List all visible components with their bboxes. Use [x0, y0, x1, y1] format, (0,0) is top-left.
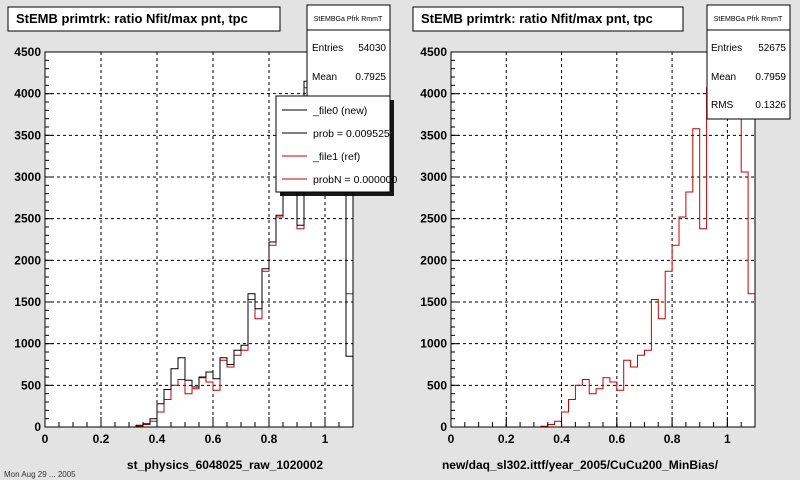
y-tick-label: 3000	[420, 170, 447, 184]
stats-header: StEMBGa Pfrk RmmT	[314, 16, 383, 23]
x-tick-label: 0.6	[608, 432, 625, 446]
y-tick-label: 2000	[14, 253, 41, 267]
x-tick-label: 0	[42, 432, 49, 446]
grid-lines	[45, 52, 353, 427]
left-histogram-panel: 0 500 1000 1500 2000 2500 3000 3500 4000 4500 0 0.2…	[7, 4, 398, 472]
x-tick-label: 1	[322, 432, 329, 446]
stats-mean-value: 0.7925	[355, 72, 386, 83]
y-tick-label: 4000	[14, 87, 41, 101]
legend-entry: prob = 0.009525	[313, 128, 390, 140]
y-tick-label: 0	[440, 420, 447, 434]
stats-mean-label: Mean	[312, 72, 337, 83]
stats-mean-value: 0.7959	[755, 72, 786, 83]
x-tick-label: 0.4	[553, 432, 570, 446]
stats-rms-label: RMS	[711, 100, 734, 111]
y-tick-label: 1500	[420, 295, 447, 309]
y-tick-label: 4500	[420, 45, 447, 59]
x-tick-label: 0	[448, 432, 455, 446]
y-tick-label: 1500	[14, 295, 41, 309]
title-box	[7, 6, 281, 32]
y-tick-label: 2500	[14, 212, 41, 226]
y-tick-label: 4000	[420, 87, 447, 101]
y-tick-label: 3500	[14, 128, 41, 142]
y-tick-label: 4500	[14, 45, 41, 59]
stats-entries-value: 52675	[758, 43, 786, 54]
y-tick-label: 3500	[420, 128, 447, 142]
stats-mean-label: Mean	[711, 72, 736, 83]
stats-entries-label: Entries	[711, 43, 742, 54]
x-tick-label: 0.6	[205, 432, 222, 446]
axes: 0 500 1000 1500 2000 2500 3000 3500 4000 4500 0 0.2…	[14, 45, 354, 446]
grid-lines	[451, 52, 755, 427]
stats-header: StEMBGa Pfrk RmmT	[714, 16, 783, 23]
axes: 0 500 1000 1500 2000 2500 3000 3500 4000 4500 0 0.2…	[420, 45, 756, 446]
y-tick-label: 2000	[420, 253, 447, 267]
title-box	[412, 6, 684, 32]
legend-entry: probN = 0.000000	[313, 174, 398, 186]
x-tick-label: 0.4	[149, 432, 166, 446]
legend-entry: _file0 (new)	[312, 105, 367, 117]
x-axis-label: st_physics_6048025_raw_1020002	[127, 458, 323, 472]
plot-frame	[451, 52, 755, 427]
stats-box: StEMBGa Pfrk RmmT Entries 52675 Mean 0.7…	[706, 4, 791, 120]
x-tick-label: 0.2	[93, 432, 110, 446]
legend-entry: _file1 (ref)	[312, 151, 360, 163]
x-tick-label: 1	[724, 432, 731, 446]
y-tick-label: 1000	[420, 337, 447, 351]
chart-title: StEMB primtrk: ratio Nfit/max pnt, tpc	[16, 11, 248, 26]
stats-rms-value: 0.1326	[755, 100, 786, 111]
x-axis-label: new/daq_sl302.ittf/year_2005/CuCu200_Min…	[442, 458, 719, 472]
legend: _file0 (new) prob = 0.009525 _file1 (ref…	[275, 95, 398, 196]
y-tick-label: 2500	[420, 212, 447, 226]
y-tick-label: 1000	[14, 337, 41, 351]
footer-timestamp: Mon Aug 29 ... 2005	[4, 470, 76, 479]
y-tick-label: 500	[21, 378, 41, 392]
stats-entries-label: Entries	[312, 43, 343, 54]
stats-entries-value: 54030	[358, 43, 386, 54]
y-tick-label: 0	[34, 420, 41, 434]
x-tick-label: 0.2	[498, 432, 515, 446]
x-tick-label: 0.8	[664, 432, 681, 446]
x-tick-label: 0.8	[261, 432, 278, 446]
chart-title: StEMB primtrk: ratio Nfit/max pnt, tpc	[421, 11, 653, 26]
y-tick-label: 500	[427, 378, 447, 392]
y-tick-label: 3000	[14, 170, 41, 184]
right-histogram-panel: 0 500 1000 1500 2000 2500 3000 3500 4000 4500 0 0.2…	[412, 4, 791, 472]
